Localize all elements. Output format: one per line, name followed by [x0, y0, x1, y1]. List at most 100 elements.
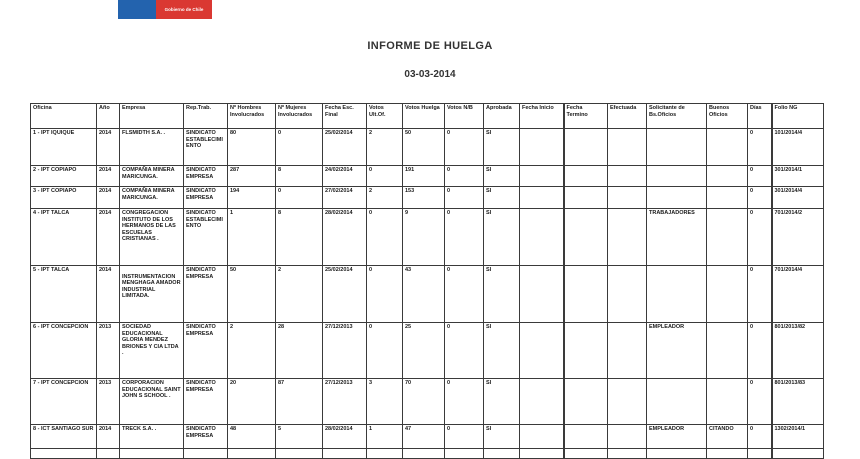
table-cell: INSTRUMENTACION MENGHAGA AMADOR INDUSTRI… — [119, 265, 184, 323]
table-cell: 3 — [366, 378, 403, 425]
table-cell: 9 — [402, 208, 445, 266]
table-cell: 5 - IPT TALCA — [30, 265, 97, 323]
table-cell: 24/02/2014 — [322, 165, 367, 187]
column-header: Efectuada — [607, 103, 647, 129]
table-cell — [96, 448, 120, 459]
column-header: Nº Hombres Involucrados — [227, 103, 276, 129]
table-cell: SI — [483, 186, 520, 209]
table-cell — [607, 208, 647, 266]
table-cell: 0 — [444, 128, 484, 166]
table-cell — [562, 424, 608, 449]
column-header: Empresa — [119, 103, 184, 129]
table-cell — [607, 265, 647, 323]
table-cell: 4 - IPT TALCA — [30, 208, 97, 266]
table-cell: 43 — [402, 265, 445, 323]
table-row: 4 - IPT TALCA 2014 CONGREGACION INSTITUTO … — [30, 208, 824, 266]
table-cell: 27/02/2014 — [322, 186, 367, 209]
table-cell: 1 — [227, 208, 276, 266]
table-cell: 301/2014/1 — [770, 165, 824, 187]
table-cell: 3 - IPT COPIAPO — [30, 186, 97, 209]
table-cell — [770, 448, 824, 459]
table-cell: 0 — [747, 208, 772, 266]
table-cell: 287 — [227, 165, 276, 187]
table-cell: 2013 — [96, 378, 120, 425]
table-cell: SINDICATO EMPRESA — [183, 424, 228, 449]
table-cell: 2 — [275, 265, 323, 323]
table-cell — [607, 424, 647, 449]
table-cell — [607, 186, 647, 209]
column-header: Días — [747, 103, 772, 129]
table-cell: 2014 — [96, 424, 120, 449]
report-title: INFORME DE HUELGA — [367, 40, 493, 52]
table-cell — [519, 208, 564, 266]
table-cell: SINDICATO EMPRESA — [183, 378, 228, 425]
table-cell — [747, 448, 772, 459]
table-cell — [646, 128, 707, 166]
column-header: Solicitante de Bs.Oficios — [646, 103, 707, 129]
table-cell: 0 — [747, 128, 772, 166]
table-cell: 47 — [402, 424, 445, 449]
column-header: Votos Huelga — [402, 103, 445, 129]
table-cell: 0 — [444, 322, 484, 379]
table-cell: 1302/2014/1 — [770, 424, 824, 449]
column-header: Fecha Inicio — [519, 103, 564, 129]
table-cell — [706, 322, 748, 379]
table-cell: 7 - IPT CONCEPCION — [30, 378, 97, 425]
column-header: Fecha Termino — [562, 103, 608, 129]
table-cell — [519, 448, 564, 459]
table-cell — [562, 378, 608, 425]
table-cell: 0 — [275, 128, 323, 166]
table-cell: SI — [483, 165, 520, 187]
table-cell — [30, 448, 97, 459]
table-cell: SI — [483, 424, 520, 449]
table-cell: 2 — [366, 128, 403, 166]
table-cell: 0 — [366, 322, 403, 379]
table-cell — [706, 186, 748, 209]
table-cell: 2 - IPT COPIAPO — [30, 165, 97, 187]
table-cell: 0 — [366, 265, 403, 323]
column-header: Buenos Oficios — [706, 103, 748, 129]
table-cell: COMPAÑIA MINERA MARICUNGA. — [119, 186, 184, 209]
table-cell: 8 - ICT SANTIAGO SUR — [30, 424, 97, 449]
table-cell: SINDICATO ESTABLECIMIENTO — [183, 208, 228, 266]
column-header: Oficina — [30, 103, 97, 129]
table-cell: 50 — [227, 265, 276, 323]
table-cell: 25/02/2014 — [322, 128, 367, 166]
table-cell: SINDICATO EMPRESA — [183, 165, 228, 187]
table-cell: SI — [483, 378, 520, 425]
logo-flag-red-block: Gobierno de Chile — [156, 0, 212, 19]
table-cell — [519, 424, 564, 449]
table-cell — [646, 165, 707, 187]
logo-text: Gobierno de Chile — [164, 7, 204, 12]
table-cell: SI — [483, 128, 520, 166]
report-date: 03-03-2014 — [404, 69, 456, 80]
table-cell: 8 — [275, 165, 323, 187]
table-cell — [562, 265, 608, 323]
column-header: Votos N/B — [444, 103, 484, 129]
table-cell: 2014 — [96, 186, 120, 209]
table-cell — [706, 265, 748, 323]
column-header: Aprobada — [483, 103, 520, 129]
table-cell — [646, 186, 707, 209]
table-cell: 48 — [227, 424, 276, 449]
table-cell: SINDICATO EMPRESA — [183, 265, 228, 323]
table-cell: 701/2014/4 — [770, 265, 824, 323]
table-cell: CONGREGACION INSTITUTO DE LOS HERMANOS D… — [119, 208, 184, 266]
table-cell — [519, 186, 564, 209]
table-cell: 8 — [275, 208, 323, 266]
table-cell — [562, 322, 608, 379]
table-row: 2 - IPT COPIAPO 2014 COMPAÑIA MINERA MARIC… — [30, 165, 824, 187]
table-cell — [562, 165, 608, 187]
table-cell: TRABAJADORES — [646, 208, 707, 266]
table-cell: 20 — [227, 378, 276, 425]
table-cell — [646, 448, 707, 459]
table-row: 1 - IPT IQUIQUE 2014 FLSMIDTH S.A. . SINDIC… — [30, 128, 824, 166]
table-row: 7 - IPT CONCEPCION 2013 CORPORACION EDUCAC… — [30, 378, 824, 425]
table-cell: 701/2014/2 — [770, 208, 824, 266]
table-cell: SINDICATO EMPRESA — [183, 322, 228, 379]
table-cell — [483, 448, 520, 459]
table-cell: 0 — [747, 378, 772, 425]
strike-report-table: Oficina Año Empresa Rep.Trab. Nº Hombres Inv… — [30, 103, 824, 459]
column-header: Año — [96, 103, 120, 129]
table-cell: 153 — [402, 186, 445, 209]
